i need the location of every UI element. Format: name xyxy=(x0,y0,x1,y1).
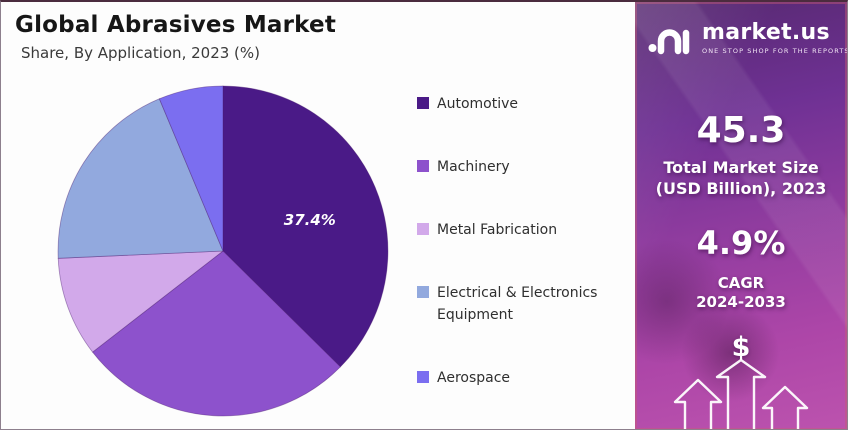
pie-slice-aerospace xyxy=(158,85,224,252)
legend-item-metal-fabrication: Metal Fabrication xyxy=(417,220,627,242)
legend-item-aerospace: Aerospace xyxy=(417,368,627,390)
pie-slice-automotive xyxy=(222,85,389,368)
market-size-label-line1: Total Market Size xyxy=(663,158,819,177)
legend-swatch-icon xyxy=(417,371,429,384)
growth-arrows-icon xyxy=(673,358,809,429)
pie-slice-metal-fabrication xyxy=(57,250,225,353)
legend-label: Metal Fabrication xyxy=(437,222,558,239)
legend-swatch-icon xyxy=(417,160,429,173)
market-size-label-line2: (USD Billion), 2023 xyxy=(655,178,827,198)
cagr-label: CAGR xyxy=(717,274,765,292)
brand-tagline: ONE STOP SHOP FOR THE REPORTS xyxy=(702,47,848,55)
legend-label: Automotive xyxy=(437,96,518,112)
pie-chart: 37.4% xyxy=(57,85,389,417)
legend-item-automotive: Automotive xyxy=(417,94,627,116)
legend-swatch-icon xyxy=(417,223,429,236)
cagr-period: 2024-2033 xyxy=(696,292,786,311)
chart-subtitle: Share, By Application, 2023 (%) xyxy=(21,44,261,62)
legend-item-machinery: Machinery xyxy=(417,157,627,179)
chart-area: Global Abrasives Market Share, By Applic… xyxy=(1,2,635,429)
legend-swatch-icon xyxy=(417,286,429,299)
legend-label: Machinery xyxy=(437,159,510,176)
brand-name: market.us xyxy=(702,20,830,45)
dollar-icon: $ xyxy=(731,332,751,363)
legend-item-electrical-electronics-equipment: Electrical & Electronics Equipment xyxy=(417,283,627,326)
legend-label: Aerospace xyxy=(437,370,511,387)
legend-label: Electrical & Electronics Equipment xyxy=(437,285,598,324)
cagr-block: CAGR 2024-2033 xyxy=(635,274,847,312)
legend-swatch-icon xyxy=(417,97,429,109)
brand-text: market.us ONE STOP SHOP FOR THE REPORTS xyxy=(702,20,848,55)
pie-slice-machinery xyxy=(92,250,341,417)
pie-slice-electrical-electronics-equipment xyxy=(57,98,224,259)
pie-legend: Automotive Machinery Metal Fabrication Elec… xyxy=(417,94,627,390)
market-size-label: Total Market Size (USD Billion), 2023 xyxy=(635,158,847,200)
cagr-value: 4.9% xyxy=(696,224,786,262)
market-size-value: 45.3 xyxy=(696,110,786,151)
pie-slice-label: 37.4% xyxy=(284,211,336,229)
brand-header: market.us ONE STOP SHOP FOR THE REPORTS xyxy=(647,20,848,55)
chart-title: Global Abrasives Market xyxy=(15,12,337,38)
marketus-logo-icon xyxy=(648,28,690,54)
brand-sidebar: market.us ONE STOP SHOP FOR THE REPORTS … xyxy=(635,2,848,429)
